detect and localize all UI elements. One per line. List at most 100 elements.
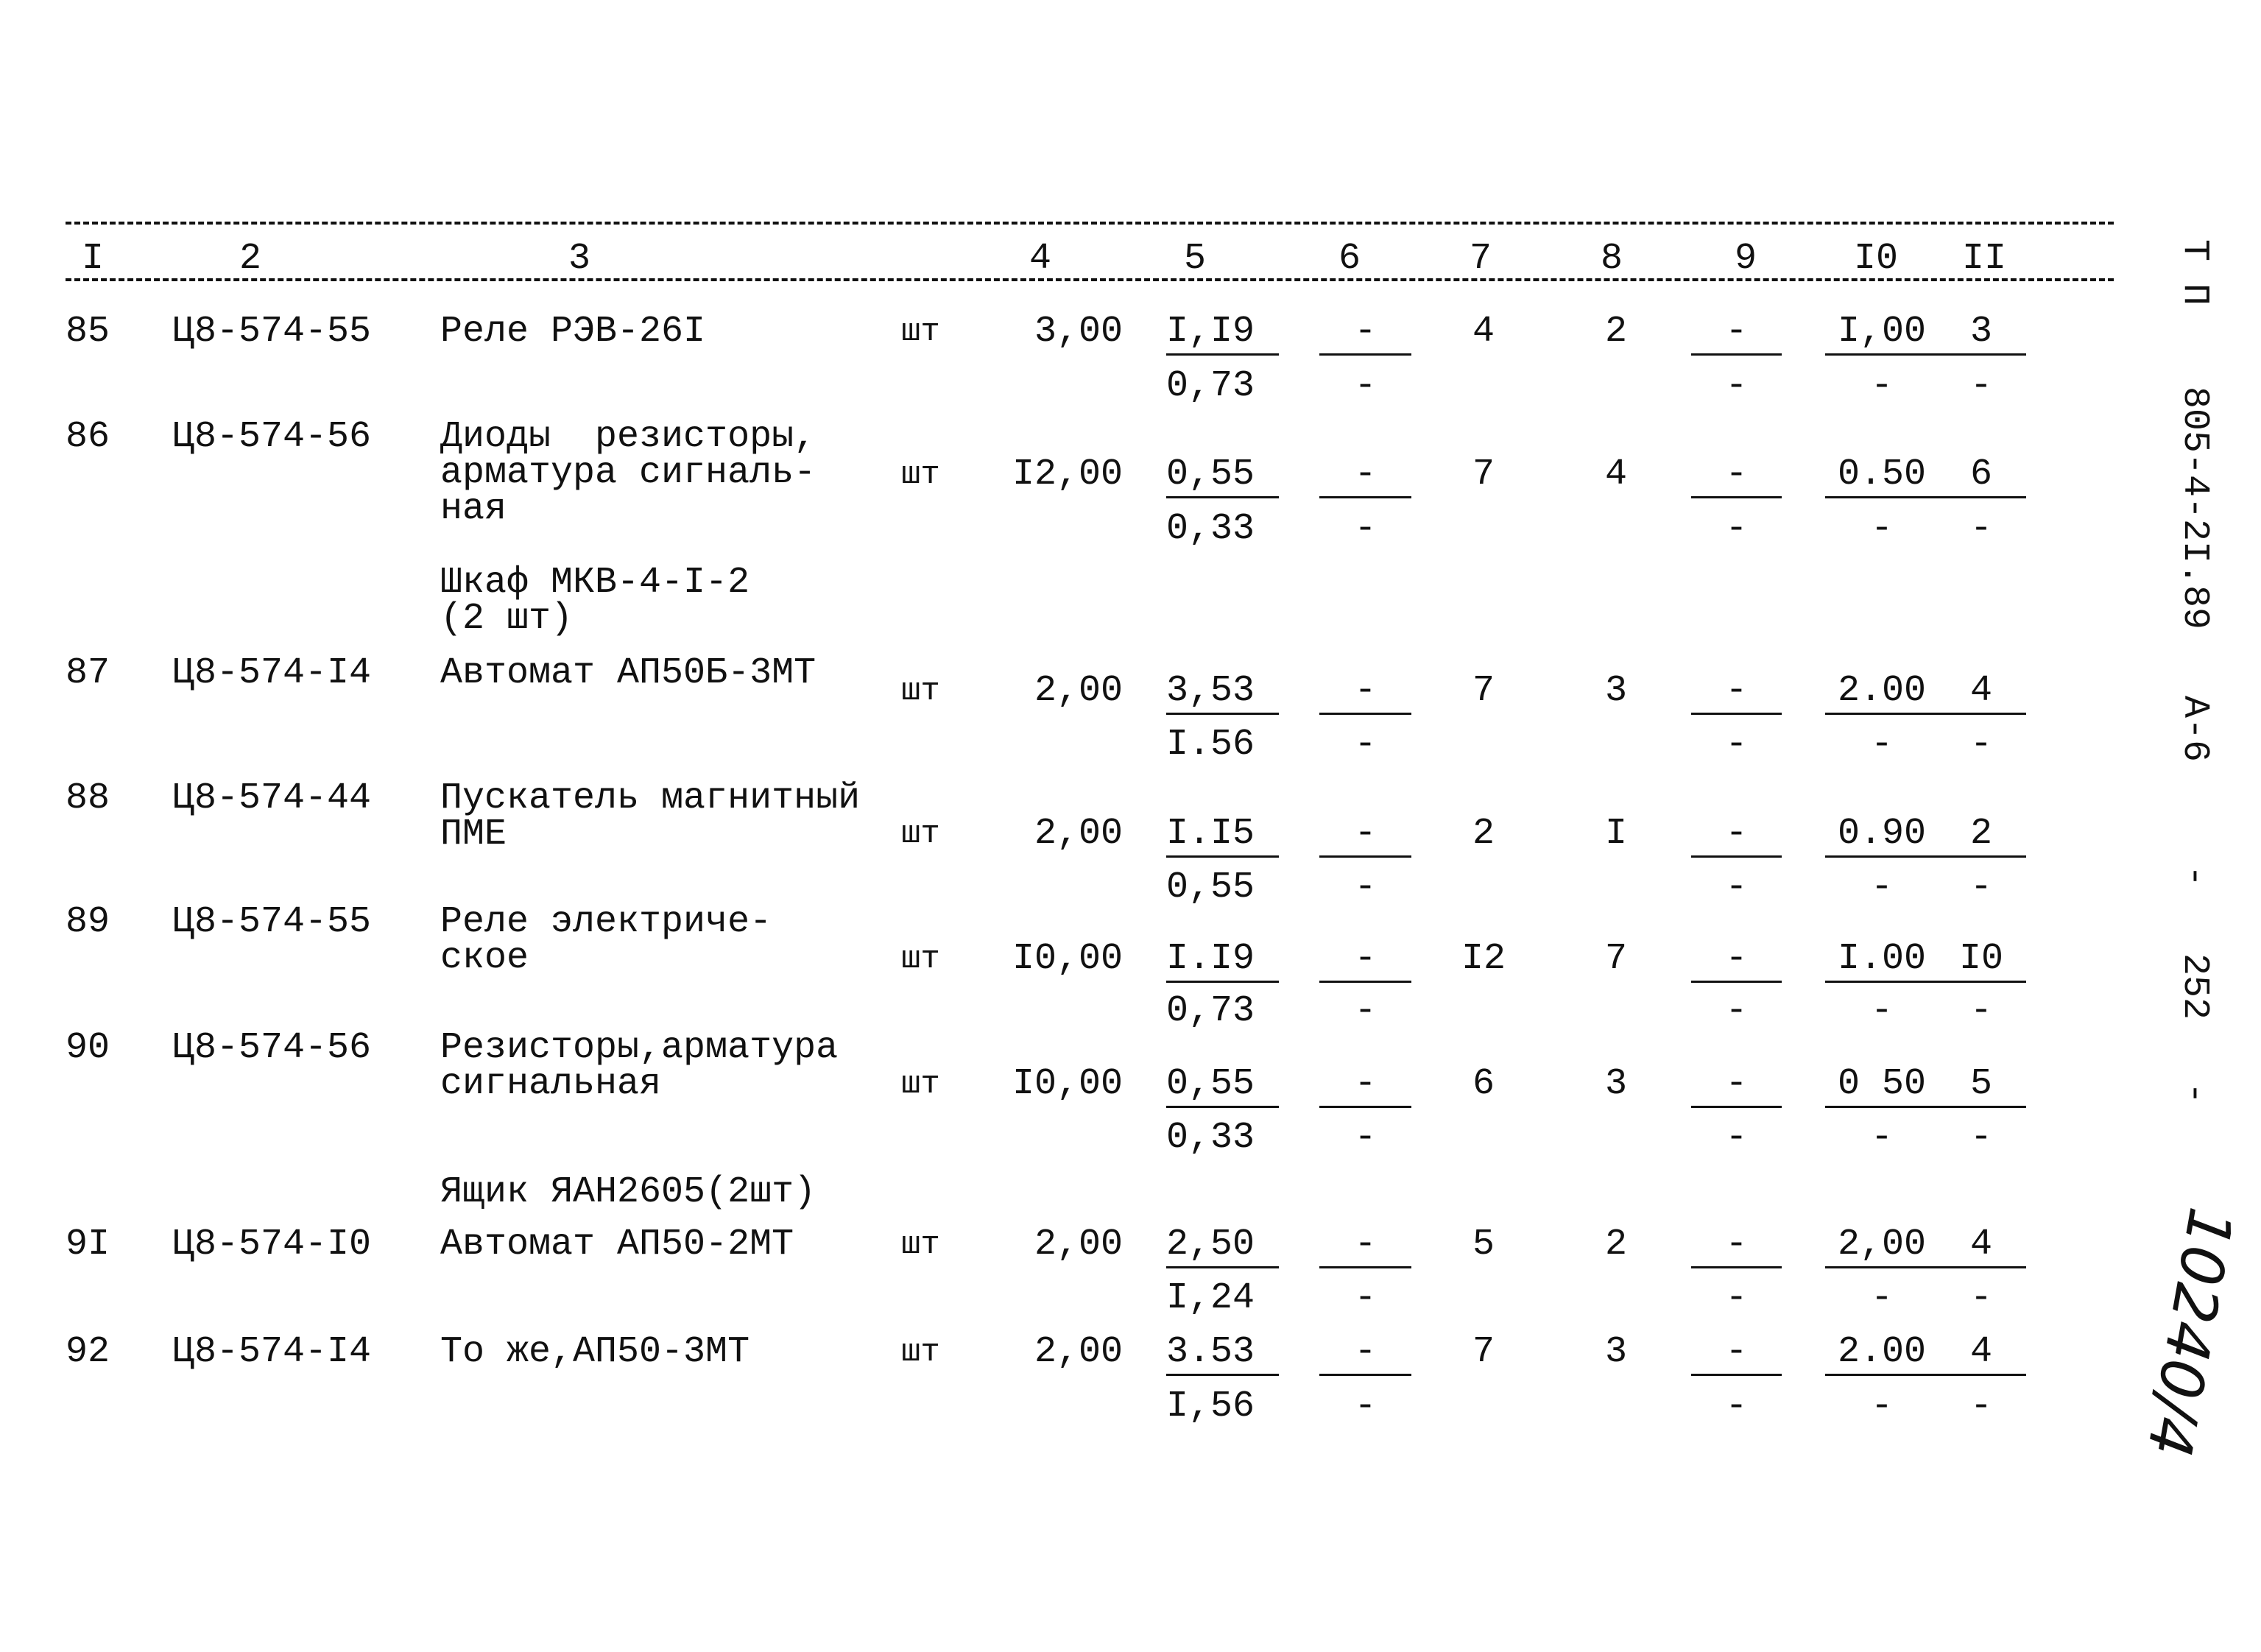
col11-value: 4 <box>1936 673 2026 715</box>
catalog-code: Ц8-574-I4 <box>172 652 372 694</box>
unit: шт <box>901 456 940 493</box>
col9-value: - <box>1691 1066 1782 1108</box>
col5-subvalue: I,24 <box>1166 1277 1255 1319</box>
catalog-code: Ц8-574-56 <box>172 1027 372 1069</box>
quantity: 2,00 <box>1034 670 1123 712</box>
col8-value: 2 <box>1604 311 1627 353</box>
col9-value: - <box>1691 941 1782 983</box>
item-name-line: Реле РЭВ-26I <box>440 311 706 353</box>
group-note-line: Ящик ЯАН2605(2шт) <box>440 1171 816 1213</box>
col9-value: - <box>1691 1226 1782 1268</box>
margin-dash: - <box>2173 1082 2215 1105</box>
col8-value: 7 <box>1604 938 1627 980</box>
col5-value: 0,55 <box>1166 456 1279 498</box>
col5-subvalue: 0,55 <box>1166 866 1255 908</box>
col10-subvalue: - <box>1870 1277 1893 1319</box>
col5-value: I.I5 <box>1166 816 1279 858</box>
row-number: 89 <box>66 901 110 943</box>
col10-value: 0.50 <box>1825 456 1939 498</box>
col7-value: 4 <box>1472 311 1495 353</box>
col11-value: 2 <box>1936 816 2026 858</box>
catalog-code: Ц8-574-I0 <box>172 1224 372 1266</box>
col9-subvalue: - <box>1725 866 1748 908</box>
col6-value: - <box>1319 1066 1411 1108</box>
col11-value: 4 <box>1936 1226 2026 1268</box>
col5-value: 2,50 <box>1166 1226 1279 1268</box>
col8-value: 4 <box>1604 453 1627 495</box>
item-name-line: ское <box>440 937 529 979</box>
col6-value: - <box>1319 1334 1411 1376</box>
col8-value: 3 <box>1604 1331 1627 1373</box>
item-name-line: ПМЕ <box>440 813 507 855</box>
col10-value: 2.00 <box>1825 673 1939 715</box>
col6-subvalue: - <box>1354 990 1377 1032</box>
quantity: 2,00 <box>1034 1224 1123 1266</box>
col5-subvalue: I.56 <box>1166 724 1255 766</box>
col6-value: - <box>1319 941 1411 983</box>
column-header: I <box>82 238 105 280</box>
col6-subvalue: - <box>1354 866 1377 908</box>
item-name-line: ная <box>440 488 507 530</box>
row-number: 92 <box>66 1331 110 1373</box>
col7-value: 5 <box>1472 1224 1495 1266</box>
catalog-code: Ц8-574-55 <box>172 311 372 353</box>
column-header: 7 <box>1470 238 1492 280</box>
header-top-rule <box>66 222 2114 225</box>
unit: шт <box>901 1066 940 1103</box>
row-number: 85 <box>66 311 110 353</box>
unit: шт <box>901 314 940 350</box>
margin-dash: - <box>2173 865 2215 888</box>
col6-value: - <box>1319 673 1411 715</box>
column-header: 5 <box>1184 238 1207 280</box>
col5-value: 3.53 <box>1166 1334 1279 1376</box>
col5-subvalue: 0,33 <box>1166 1117 1255 1159</box>
unit: шт <box>901 1226 940 1263</box>
unit: шт <box>901 941 940 978</box>
col11-subvalue: - <box>1969 1117 1992 1159</box>
col11-subvalue: - <box>1969 1277 1992 1319</box>
col11-subvalue: - <box>1969 508 1992 550</box>
margin-album: А-6 <box>2173 696 2215 763</box>
column-header: I0 <box>1854 238 1899 280</box>
col9-subvalue: - <box>1725 724 1748 766</box>
margin-series: Т П <box>2173 239 2215 306</box>
col10-subvalue: - <box>1870 1117 1893 1159</box>
col5-subvalue: 0,73 <box>1166 990 1255 1032</box>
item-name-line: Резисторы,арматура <box>440 1027 839 1069</box>
column-header: 4 <box>1029 238 1052 280</box>
col11-subvalue: - <box>1969 1386 1992 1427</box>
quantity: 2,00 <box>1034 813 1123 855</box>
row-number: 9I <box>66 1224 110 1266</box>
col8-value: I <box>1604 813 1627 855</box>
col7-value: I2 <box>1461 938 1506 980</box>
col6-subvalue: - <box>1354 365 1377 407</box>
col6-value: - <box>1319 816 1411 858</box>
col6-subvalue: - <box>1354 1117 1377 1159</box>
unit: шт <box>901 673 940 710</box>
item-name-line: Пускатель магнитный <box>440 777 861 819</box>
item-name-line: То же,АП50-3МТ <box>440 1331 750 1373</box>
row-number: 90 <box>66 1027 110 1069</box>
col9-value: - <box>1691 673 1782 715</box>
quantity: I0,00 <box>1012 1063 1123 1105</box>
col10-value: I.00 <box>1825 941 1939 983</box>
col10-subvalue: - <box>1870 1386 1893 1427</box>
col10-subvalue: - <box>1870 866 1893 908</box>
column-header: 9 <box>1735 238 1757 280</box>
group-note-line: (2 шт) <box>440 598 574 640</box>
col5-value: 0,55 <box>1166 1066 1279 1108</box>
col7-value: 7 <box>1472 1331 1495 1373</box>
unit: шт <box>901 816 940 853</box>
col9-subvalue: - <box>1725 1386 1748 1427</box>
item-name-line: Диоды резисторы, <box>440 416 816 458</box>
col10-value: 0 50 <box>1825 1066 1939 1108</box>
col8-value: 3 <box>1604 670 1627 712</box>
col11-subvalue: - <box>1969 866 1992 908</box>
col6-subvalue: - <box>1354 724 1377 766</box>
quantity: I2,00 <box>1012 453 1123 495</box>
col9-subvalue: - <box>1725 1277 1748 1319</box>
col6-value: - <box>1319 314 1411 356</box>
col5-value: 3,53 <box>1166 673 1279 715</box>
col6-value: - <box>1319 1226 1411 1268</box>
col6-value: - <box>1319 456 1411 498</box>
